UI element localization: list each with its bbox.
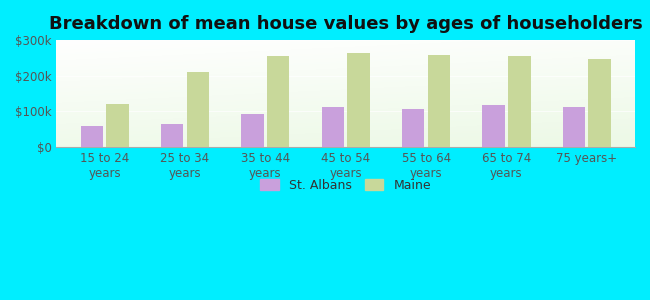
Bar	[428, 56, 450, 147]
Bar	[267, 56, 289, 147]
Bar	[241, 114, 264, 147]
Bar	[161, 124, 183, 147]
Bar	[402, 109, 424, 147]
Bar	[588, 59, 611, 147]
Bar	[81, 126, 103, 147]
Bar	[563, 107, 585, 147]
Bar	[322, 107, 344, 147]
Bar	[187, 72, 209, 147]
Bar	[508, 56, 530, 147]
Legend: St. Albans, Maine: St. Albans, Maine	[255, 173, 436, 196]
Bar	[347, 53, 370, 147]
Bar	[107, 104, 129, 147]
Title: Breakdown of mean house values by ages of householders: Breakdown of mean house values by ages o…	[49, 15, 643, 33]
Bar	[482, 105, 505, 147]
